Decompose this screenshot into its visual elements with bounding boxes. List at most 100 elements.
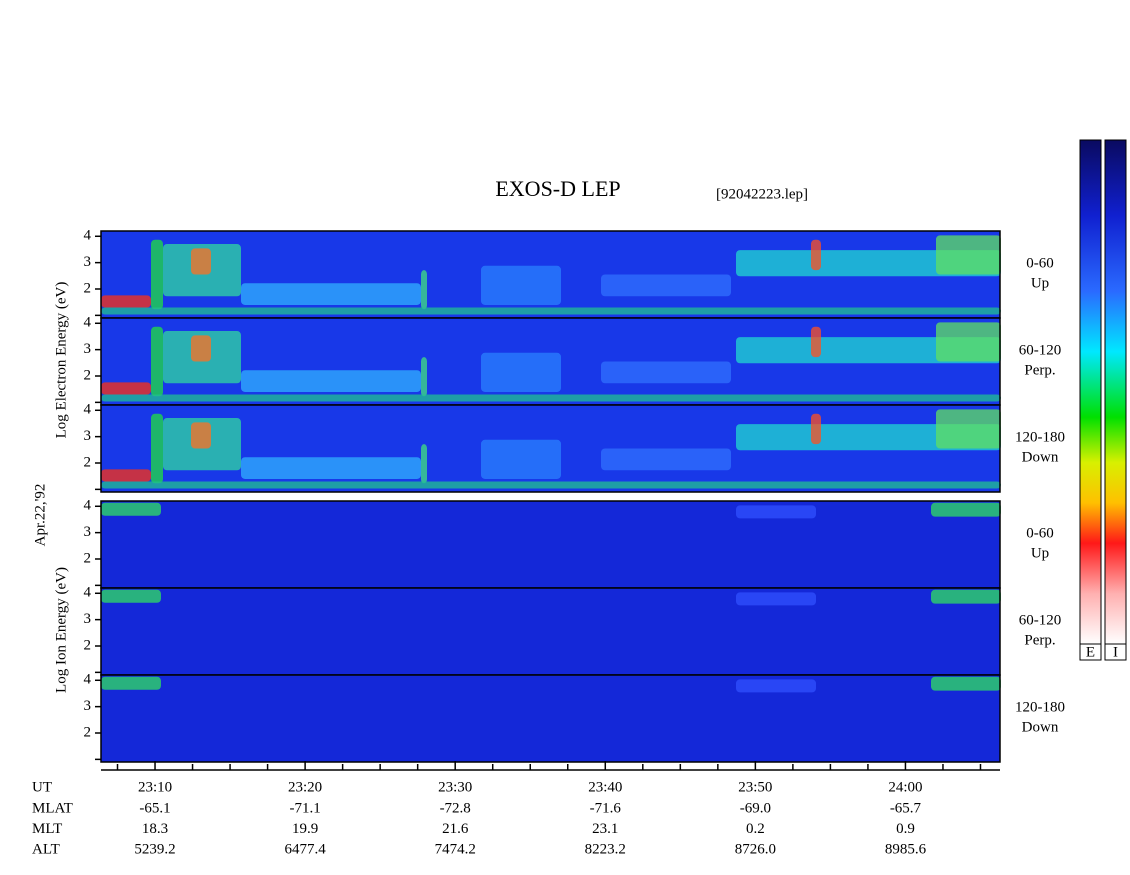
row-label: ALT	[32, 841, 60, 857]
spectrogram-feature	[736, 505, 816, 519]
spectrogram-feature	[811, 239, 821, 271]
colorbar-box	[1104, 643, 1127, 661]
ephemeris-value: 5239.2	[134, 841, 175, 857]
spectrogram-feature	[931, 676, 1001, 691]
ephemeris-value: 6477.4	[284, 841, 326, 857]
spectrogram-feature	[936, 409, 1001, 449]
y-tick-label: 2	[84, 637, 92, 653]
ephemeris-value: -72.8	[440, 800, 471, 816]
ephemeris-value: 8223.2	[585, 841, 626, 857]
spectrogram-feature	[481, 352, 561, 392]
y-tick-label: 4	[84, 228, 92, 244]
panel-angle: 120-180	[1015, 699, 1065, 715]
y-tick-label: 3	[84, 254, 92, 270]
y-tick-label: 4	[84, 315, 92, 331]
spectrogram-feature	[421, 357, 427, 397]
ephemeris-value: 23.1	[592, 821, 618, 837]
ephemeris-value: -65.7	[890, 800, 922, 816]
spectrogram-feature	[101, 676, 161, 690]
panel-angle: 0-60	[1026, 525, 1054, 541]
panel-angle: 60-120	[1019, 612, 1062, 628]
panel-direction: Down	[1022, 719, 1059, 735]
ephemeris-value: -65.1	[139, 800, 170, 816]
y-tick-label: 3	[84, 524, 92, 540]
spectrogram-feature	[191, 248, 211, 275]
row-label: MLAT	[32, 800, 73, 816]
y-axis-label: Log Electron Energy (eV)	[53, 282, 69, 439]
panel-angle: 120-180	[1015, 429, 1065, 445]
chart-title: EXOS-D LEP	[495, 176, 620, 201]
spectrogram-feature	[601, 448, 731, 471]
ephemeris-value: 8985.6	[885, 841, 927, 857]
panel-direction: Up	[1031, 545, 1049, 561]
y-tick-label: 2	[84, 454, 92, 470]
y-tick-label: 2	[84, 724, 92, 740]
x-tick-label: 23:30	[438, 779, 472, 795]
y-axis-label: Log Ion Energy (eV)	[53, 567, 69, 693]
spectrogram-feature	[241, 457, 421, 479]
spectrogram-feature	[601, 361, 731, 384]
x-tick-label: 23:50	[738, 779, 772, 795]
spectrogram-feature	[931, 502, 1001, 517]
colorbar-box	[1079, 643, 1102, 661]
spectrogram-feature	[101, 502, 161, 516]
ephemeris-value: 8726.0	[735, 841, 776, 857]
spectrogram-feature	[101, 295, 151, 308]
ephemeris-value: 0.2	[746, 821, 765, 837]
y-tick-label: 4	[84, 498, 92, 514]
spectrogram-feature	[241, 283, 421, 305]
colorbar-label: E	[1086, 644, 1095, 660]
spectrogram-feature	[191, 335, 211, 362]
spectrogram-feature	[736, 337, 1001, 364]
spectrogram-feature	[736, 250, 1001, 277]
spectrogram-feature	[421, 444, 427, 484]
spectrogram-panel	[101, 588, 1000, 675]
y-tick-label: 2	[84, 367, 92, 383]
panel-angle: 60-120	[1019, 342, 1062, 358]
y-tick-label: 3	[84, 611, 92, 627]
spectrogram-feature	[151, 239, 163, 310]
spectrogram-feature	[241, 370, 421, 392]
spectrogram-feature	[811, 326, 821, 358]
y-tick-label: 3	[84, 341, 92, 357]
spectrogram-feature	[151, 413, 163, 484]
x-tick-label: 23:10	[138, 779, 172, 795]
spectrogram-feature	[601, 274, 731, 297]
spectrogram-feature	[936, 235, 1001, 275]
panel-direction: Down	[1022, 449, 1059, 465]
y-tick-label: 3	[84, 698, 92, 714]
spectrogram-feature	[101, 469, 151, 482]
ephemeris-value: 19.9	[292, 821, 318, 837]
spectrogram-panel	[101, 501, 1000, 588]
ephemeris-value: -71.1	[289, 800, 320, 816]
spectrogram-feature	[736, 679, 816, 693]
spectrogram-panel	[101, 675, 1000, 762]
spectrogram-feature	[811, 413, 821, 445]
spectrogram-feature	[151, 326, 163, 397]
spectrogram-feature	[191, 422, 211, 449]
spectrogram-feature	[931, 589, 1001, 604]
x-tick-label: 23:40	[588, 779, 622, 795]
y-tick-label: 2	[84, 280, 92, 296]
row-label: UT	[32, 779, 52, 795]
ephemeris-value: 7474.2	[435, 841, 476, 857]
panel-direction: Perp.	[1024, 362, 1055, 378]
panel-frame	[100, 674, 1001, 763]
colorbar	[1079, 139, 1102, 645]
y-tick-label: 4	[84, 585, 92, 601]
spectrogram-feature	[101, 394, 1001, 402]
date-label: Apr.22,'92	[32, 484, 48, 547]
spectrogram-feature	[736, 424, 1001, 451]
colorbar	[1104, 139, 1127, 645]
ephemeris-value: -69.0	[740, 800, 771, 816]
spectrogram-feature	[736, 592, 816, 606]
spectrogram-feature	[101, 481, 1001, 489]
spectrogram-feature	[936, 322, 1001, 362]
spectrogram-feature	[101, 589, 161, 603]
ephemeris-value: 21.6	[442, 821, 469, 837]
y-tick-label: 4	[84, 672, 92, 688]
y-tick-label: 4	[84, 402, 92, 418]
panel-direction: Perp.	[1024, 632, 1055, 648]
spectrogram-feature	[421, 270, 427, 310]
